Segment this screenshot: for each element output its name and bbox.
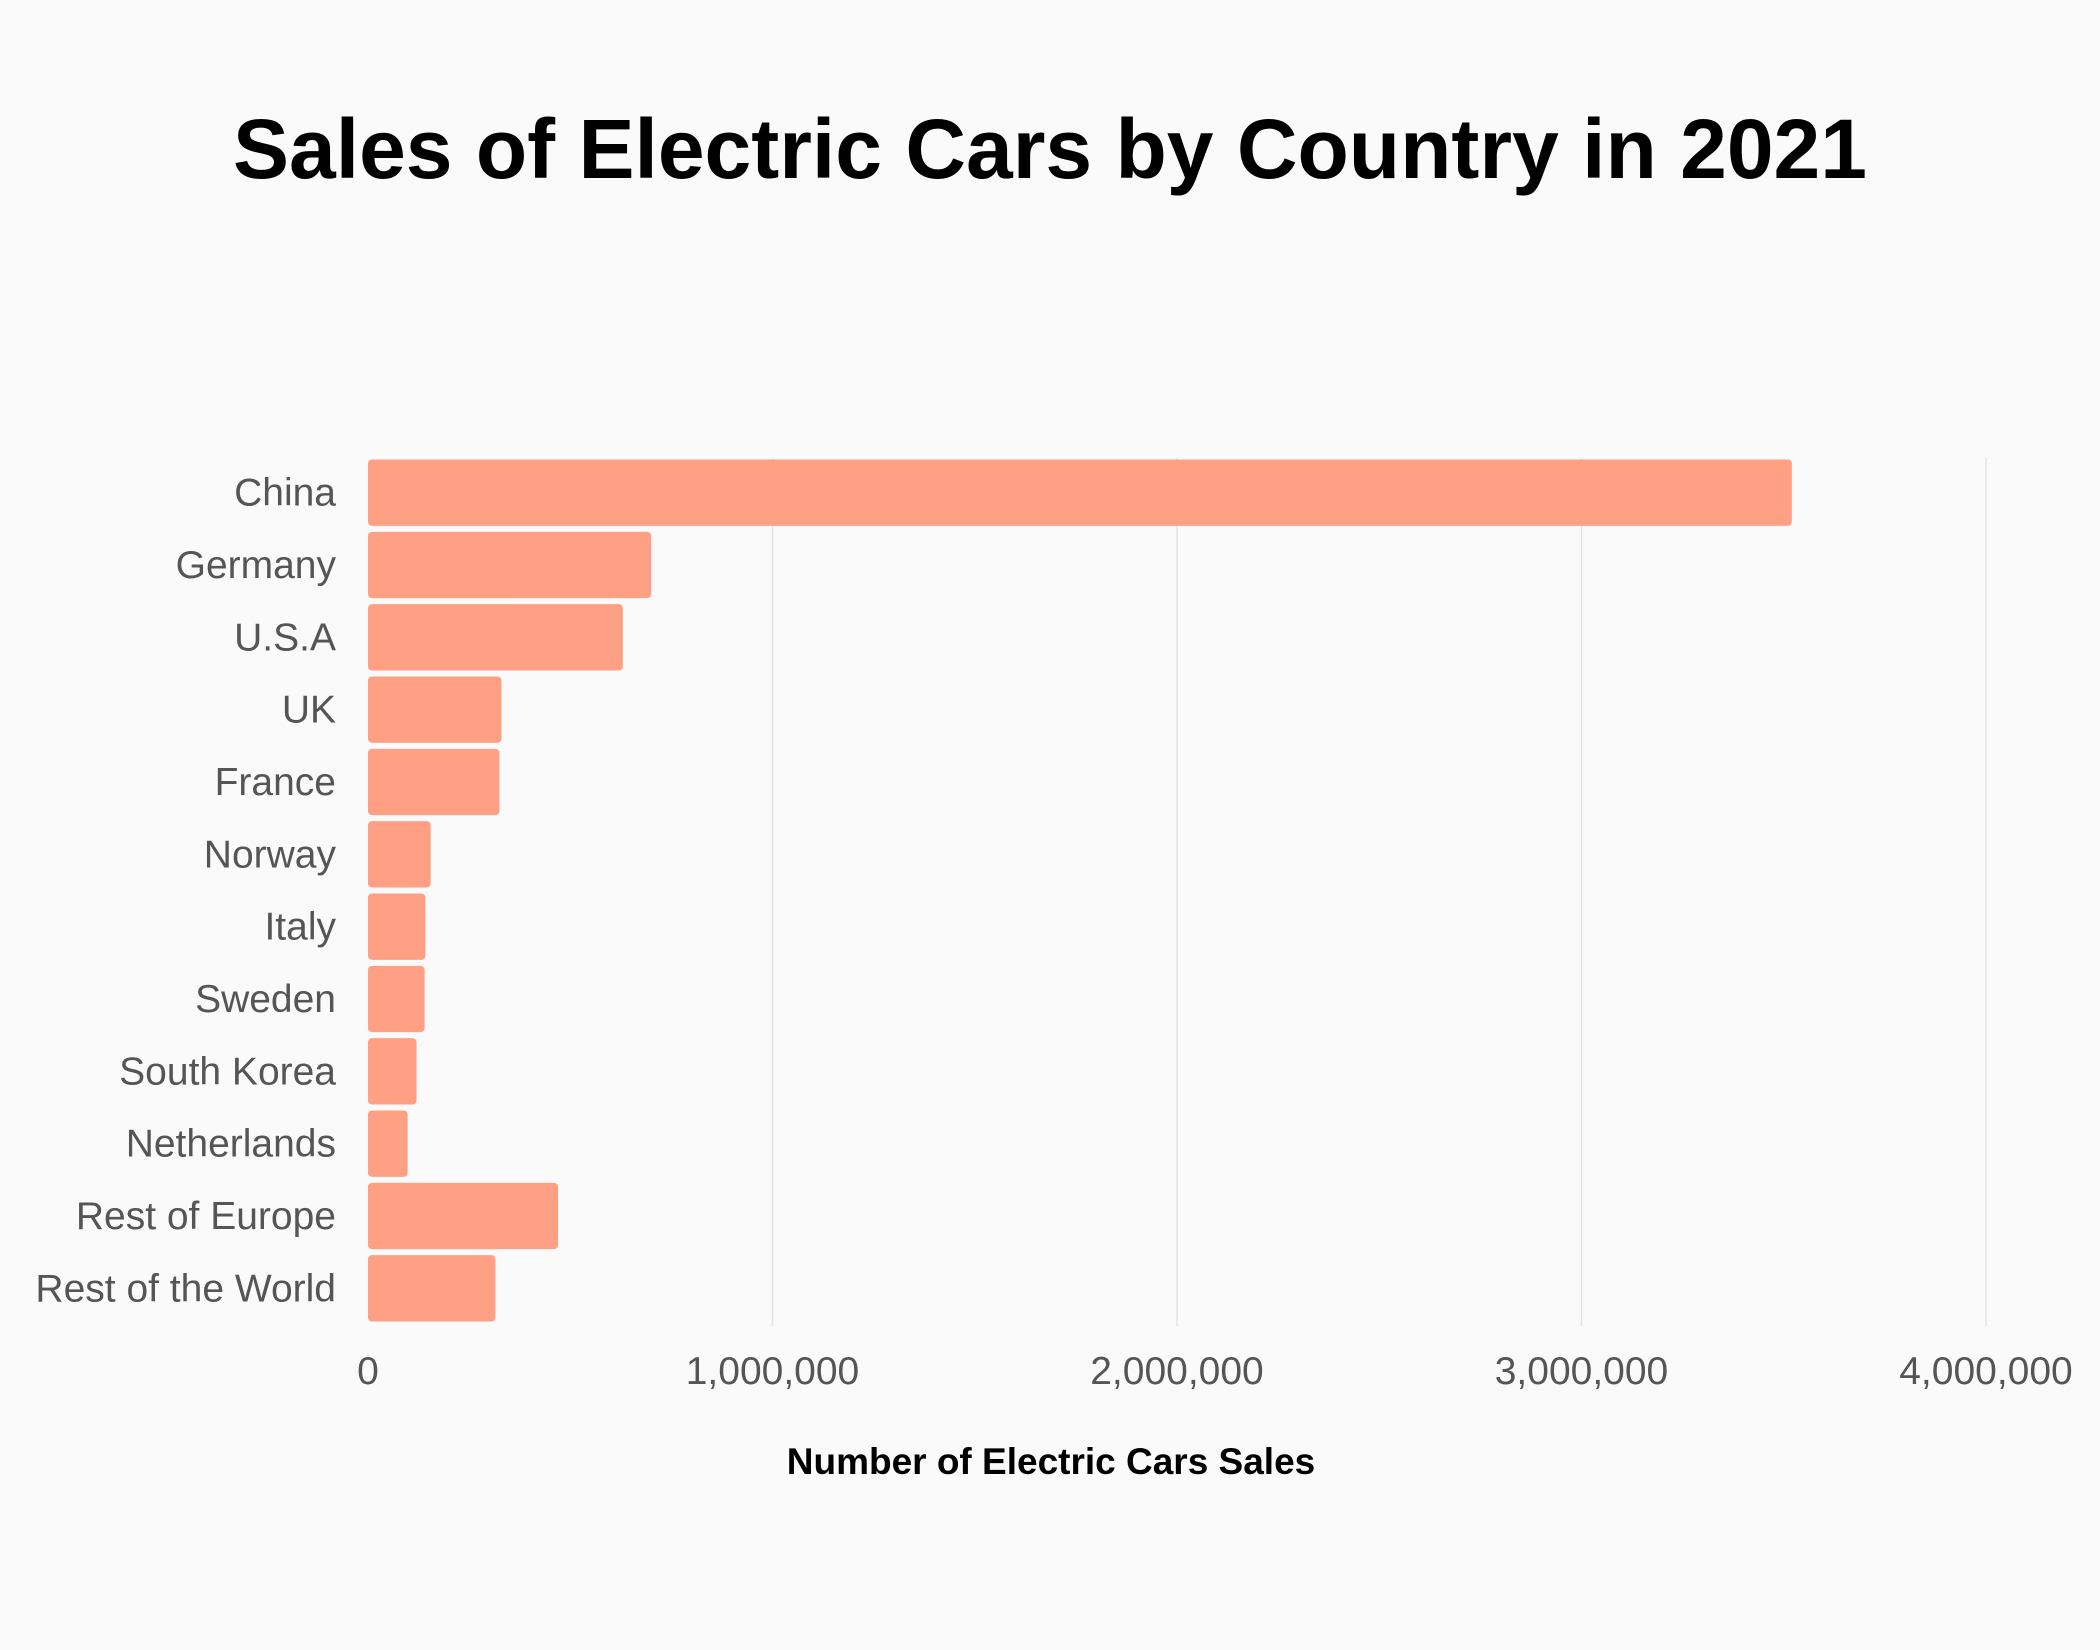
category-label: China xyxy=(234,472,336,515)
bars xyxy=(368,459,1792,1322)
category-label: Sweden xyxy=(195,978,336,1021)
category-label: South Korea xyxy=(119,1050,336,1093)
bar-rest-of-the-world xyxy=(368,1255,496,1322)
x-axis-title: Number of Electric Cars Sales xyxy=(787,1441,1316,1482)
category-label: Norway xyxy=(204,833,337,876)
chart-title: Sales of Electric Cars by Country in 202… xyxy=(233,102,1867,196)
bar-germany xyxy=(368,531,652,599)
x-tick-label: 0 xyxy=(357,1350,379,1393)
category-label: U.S.A xyxy=(234,616,336,659)
x-axis-ticks: 0 1,000,000 2,000,000 3,000,000 4,000,000 xyxy=(357,1350,2073,1393)
category-label: UK xyxy=(282,689,336,732)
bar-france xyxy=(368,748,500,816)
x-tick-label: 3,000,000 xyxy=(1495,1350,1669,1393)
bar-u-s-a xyxy=(368,604,623,671)
category-label: Italy xyxy=(264,906,336,949)
bar-uk xyxy=(368,676,502,743)
x-tick-label: 1,000,000 xyxy=(686,1350,860,1393)
bar-south-korea xyxy=(368,1038,417,1105)
category-labels: China Germany U.S.A UK France Norway Italy Swed… xyxy=(35,472,336,1311)
bar-china xyxy=(368,459,1792,526)
bar-rest-of-europe xyxy=(368,1182,559,1250)
category-label: Rest of Europe xyxy=(76,1195,336,1238)
category-label: Netherlands xyxy=(126,1123,336,1166)
x-tick-label: 2,000,000 xyxy=(1090,1350,1264,1393)
category-label: Germany xyxy=(176,544,337,587)
gridlines xyxy=(771,458,1987,1326)
category-label: Rest of the World xyxy=(35,1267,336,1310)
bar-italy xyxy=(368,893,426,960)
bar-norway xyxy=(368,821,431,888)
bar-netherlands xyxy=(368,1110,408,1177)
x-tick-label: 4,000,000 xyxy=(1899,1350,2073,1393)
bar-sweden xyxy=(368,965,425,1033)
category-label: France xyxy=(215,761,336,804)
